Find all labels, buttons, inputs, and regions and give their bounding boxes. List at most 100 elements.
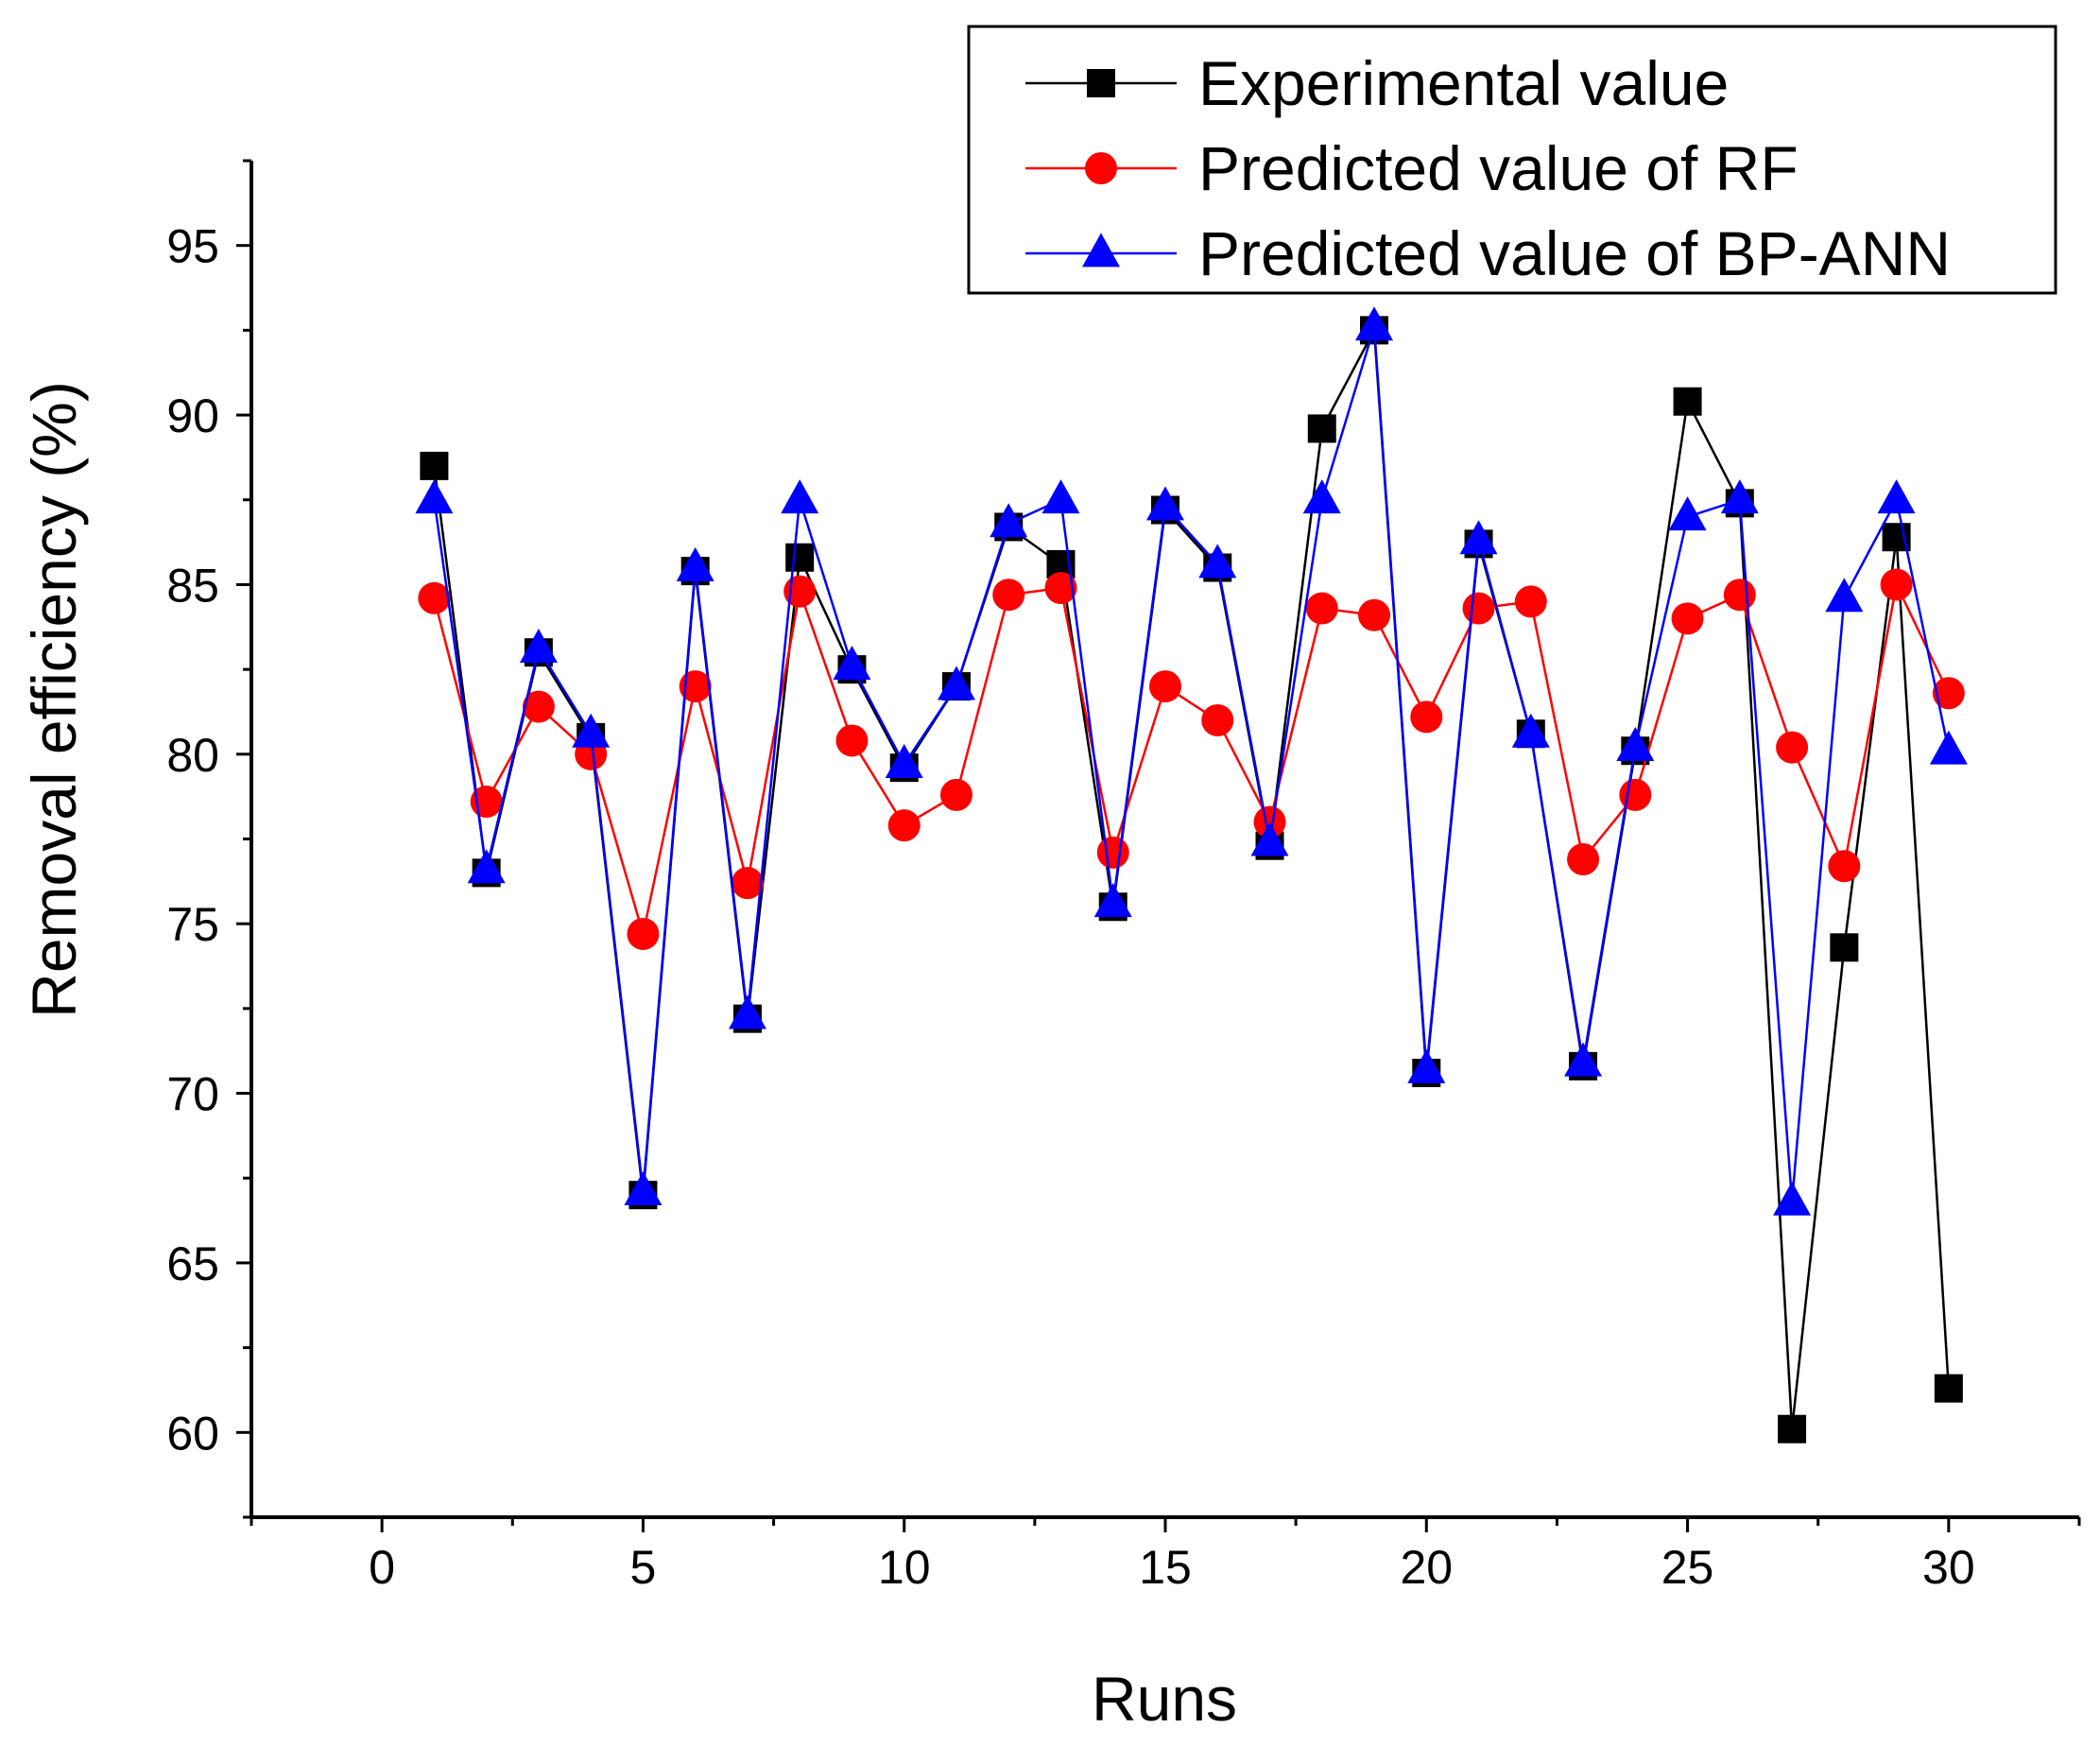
data-point bbox=[937, 666, 975, 700]
data-point bbox=[1776, 731, 1809, 764]
data-point bbox=[418, 581, 451, 614]
data-point bbox=[1934, 1374, 1963, 1403]
series-line bbox=[433, 580, 1950, 935]
x-tick-label: 15 bbox=[1139, 1541, 1192, 1594]
data-point bbox=[572, 713, 611, 748]
y-ticks: 60 65 70 75 80 85 90 95 bbox=[166, 159, 251, 1519]
data-point bbox=[1877, 479, 1916, 514]
legend-label: Predicted value of RF bbox=[1198, 133, 1799, 203]
data-point bbox=[1564, 1042, 1603, 1077]
legend-marker bbox=[1082, 233, 1120, 268]
y-tick-label: 70 bbox=[166, 1068, 219, 1121]
data-point bbox=[1514, 585, 1547, 618]
data-point bbox=[1302, 479, 1341, 514]
data-point bbox=[1358, 598, 1391, 631]
x-tick-label: 30 bbox=[1922, 1541, 1975, 1594]
data-point bbox=[624, 1171, 663, 1205]
data-point bbox=[1407, 1048, 1446, 1083]
data-point bbox=[420, 451, 449, 480]
data-point bbox=[1511, 713, 1550, 748]
legend-box bbox=[967, 25, 2057, 295]
data-point bbox=[1410, 700, 1443, 734]
y-tick-label: 75 bbox=[166, 898, 219, 951]
data-point bbox=[939, 778, 973, 811]
data-point bbox=[1830, 933, 1859, 962]
series-3 bbox=[415, 306, 1968, 1216]
data-point bbox=[1773, 1181, 1812, 1216]
x-axis-title: Runs bbox=[1092, 1664, 1237, 1734]
data-point bbox=[990, 503, 1028, 538]
x-tick-label: 5 bbox=[630, 1541, 657, 1594]
legend-marker bbox=[1085, 152, 1117, 184]
data-point bbox=[519, 629, 558, 663]
data-point bbox=[1459, 520, 1498, 555]
x-tick-label: 20 bbox=[1400, 1541, 1453, 1594]
data-point bbox=[885, 743, 923, 778]
axes: 0 5 10 15 20 25 30 60 65 70 75 80 85 90 95 bbox=[166, 159, 2081, 1594]
y-tick-label: 85 bbox=[166, 559, 219, 612]
data-point bbox=[1201, 703, 1234, 736]
data-point bbox=[1149, 670, 1181, 703]
data-point bbox=[1929, 730, 1968, 765]
data-point bbox=[1825, 578, 1864, 613]
y-tick-label: 90 bbox=[166, 389, 219, 442]
legend-label: Experimental value bbox=[1198, 48, 1729, 118]
data-point bbox=[833, 645, 871, 680]
series-line bbox=[433, 326, 1951, 1202]
data-point bbox=[1778, 1414, 1807, 1443]
data-point bbox=[1146, 486, 1184, 521]
legend-entries: Experimental value Predicted value of RF P… bbox=[1025, 48, 1951, 288]
data-point bbox=[785, 543, 815, 572]
legend-label: Predicted value of BP-ANN bbox=[1198, 218, 1951, 288]
data-point bbox=[1671, 602, 1704, 635]
y-tick-label: 65 bbox=[166, 1237, 219, 1290]
data-point bbox=[1616, 727, 1655, 762]
legend-marker bbox=[1087, 69, 1115, 97]
data-point bbox=[1041, 479, 1080, 514]
data-point bbox=[1250, 821, 1289, 856]
data-point bbox=[1044, 572, 1077, 605]
data-point bbox=[835, 724, 869, 757]
series-layer bbox=[415, 306, 1968, 1443]
x-tick-label: 10 bbox=[878, 1541, 931, 1594]
y-tick-label: 60 bbox=[166, 1407, 219, 1460]
data-point bbox=[1096, 836, 1129, 869]
data-point bbox=[1093, 883, 1132, 918]
data-point bbox=[728, 994, 766, 1029]
data-point bbox=[1567, 843, 1600, 876]
y-axis-title: Removal efficiency (%) bbox=[19, 381, 89, 1018]
data-point bbox=[887, 809, 921, 842]
data-point bbox=[1355, 306, 1394, 341]
data-point bbox=[1198, 544, 1237, 579]
data-point bbox=[1932, 677, 1965, 710]
data-point bbox=[992, 579, 1025, 612]
data-point bbox=[415, 479, 454, 514]
x-tick-label: 25 bbox=[1661, 1541, 1714, 1594]
data-point bbox=[1828, 850, 1861, 883]
data-point bbox=[781, 479, 819, 514]
data-point bbox=[1462, 592, 1495, 625]
y-tick-label: 95 bbox=[166, 220, 219, 273]
data-point bbox=[1673, 387, 1702, 416]
series-2 bbox=[418, 568, 1965, 950]
series-1 bbox=[420, 316, 1963, 1443]
x-tick-label: 0 bbox=[369, 1541, 395, 1594]
data-point bbox=[1723, 579, 1756, 612]
legend: Experimental value Predicted value of RF P… bbox=[967, 25, 2057, 295]
data-point bbox=[1619, 778, 1652, 811]
data-point bbox=[1720, 479, 1759, 514]
data-point bbox=[1668, 496, 1707, 531]
data-point bbox=[1880, 568, 1913, 601]
data-point bbox=[522, 690, 555, 723]
data-point bbox=[467, 849, 506, 884]
y-tick-label: 80 bbox=[166, 729, 219, 782]
x-ticks: 0 5 10 15 20 25 30 bbox=[250, 1517, 2081, 1594]
series-line bbox=[433, 325, 1951, 1429]
data-point bbox=[1305, 592, 1338, 625]
data-point bbox=[679, 670, 712, 703]
data-point bbox=[1307, 414, 1336, 443]
data-point bbox=[731, 867, 764, 900]
data-point bbox=[627, 917, 660, 950]
data-point bbox=[676, 546, 714, 581]
